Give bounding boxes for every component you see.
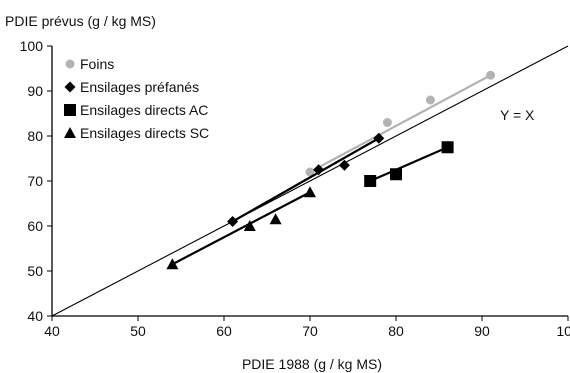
x-tick-label: 80 [388,323,404,339]
foins-point [305,167,315,177]
legend-marker-ensilages-directs-sc [64,127,76,138]
x-tick-label: 90 [474,323,490,339]
identity-line [51,45,569,317]
plot-area: 40 50 60 70 80 90 100 40 50 60 70 80 90 100 [20,38,570,339]
legend-label-ensilages-prefanes: Ensilages préfanés [80,79,199,95]
ensilages-prefanes-point [338,159,350,171]
ensilages-directs-sc-fit-line [171,191,311,266]
ensilages-directs-ac-point [390,168,402,181]
ensilages-directs-sc-point [166,258,179,270]
ensilages-prefanes-fit-line [232,137,380,223]
x-axis-label: PDIE 1988 (g / kg MS) [242,356,382,372]
x-tick-label: 60 [216,323,232,339]
y-tick-label: 60 [27,218,43,234]
x-tick-label: 40 [44,323,60,339]
ensilages-prefanes-point [227,216,239,227]
ensilages-prefanes-point [313,164,325,176]
y-tick-label: 80 [27,128,43,144]
ensilages-directs-sc-point [243,220,256,231]
ensilages-prefanes-point [373,132,385,144]
legend-label-ensilages-directs-ac: Ensilages directs AC [80,102,208,118]
legend-marker-foins [65,59,75,69]
y-tick-label: 50 [27,263,43,279]
ensilages-directs-ac-point [441,141,454,154]
y-tick-label: 90 [27,83,43,99]
ensilages-directs-ac-point [364,175,377,187]
legend-label-foins: Foins [80,56,114,72]
x-tick-label: 50 [130,323,146,339]
x-tick-label: 100 [556,323,570,339]
legend-marker-ensilages-prefanes [64,81,76,93]
legend: Foins Ensilages préfanés Ensilages directs… [64,56,209,141]
y-axis-label: PDIE prévus (g / kg MS) [5,13,156,29]
ensilages-directs-sc-point [304,186,316,198]
y-tick-label: 70 [27,173,43,189]
x-tick-label: 70 [302,323,318,339]
y-tick-label: 40 [27,308,43,324]
foins-point [425,95,435,105]
foins-point [486,70,496,80]
foins-fit-line [309,74,492,173]
ensilages-directs-ac-fit-line [369,146,449,183]
ensilages-directs-sc-point [269,213,282,225]
foins-point [382,118,392,127]
legend-label-ensilages-directs-sc: Ensilages directs SC [80,125,209,141]
identity-line-label: Y = X [500,107,535,123]
legend-marker-ensilages-directs-ac [64,104,76,116]
y-tick-label: 100 [20,38,44,54]
